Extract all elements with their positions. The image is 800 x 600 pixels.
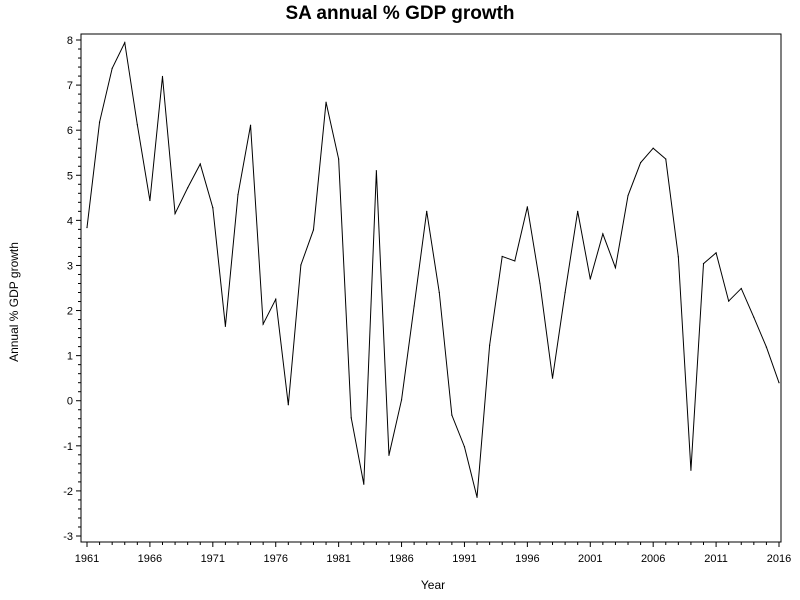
- y-axis-label: Annual % GDP growth: [7, 242, 21, 362]
- data-point: [476, 496, 478, 498]
- data-point: [275, 298, 277, 300]
- data-point: [413, 305, 415, 307]
- data-point: [778, 382, 780, 384]
- data-point: [665, 158, 667, 160]
- data-point: [86, 226, 88, 229]
- y-tick-label: 7: [67, 80, 73, 92]
- y-tick-label: 6: [67, 125, 73, 137]
- data-point: [501, 255, 503, 258]
- data-point: [224, 325, 226, 327]
- y-tick-label: 4: [67, 215, 73, 227]
- y-tick-label: 5: [67, 170, 73, 182]
- data-point: [652, 147, 654, 149]
- plot-frame: [80, 33, 782, 543]
- x-tick-label: 1966: [138, 553, 162, 565]
- data-point: [438, 291, 440, 294]
- data-point: [212, 207, 214, 209]
- y-tick-label: 2: [67, 306, 73, 318]
- data-point: [690, 469, 692, 471]
- data-point: [400, 399, 403, 401]
- data-point: [350, 417, 352, 419]
- y-tick-label: 1: [67, 351, 73, 363]
- data-point: [463, 446, 466, 448]
- data-point: [740, 287, 742, 290]
- data-point: [451, 414, 453, 416]
- data-point: [564, 291, 566, 294]
- data-point: [753, 316, 755, 318]
- data-point: [702, 263, 705, 265]
- data-point: [589, 278, 591, 280]
- y-tick-label: -1: [63, 441, 73, 453]
- data-point: [124, 42, 126, 44]
- data-point: [338, 158, 340, 160]
- data-point: [111, 67, 113, 70]
- data-point: [237, 194, 239, 196]
- data-point: [514, 260, 516, 262]
- x-axis-label: Year: [421, 578, 445, 592]
- data-point: [765, 346, 768, 348]
- y-tick-label: 3: [67, 260, 73, 272]
- data-point: [98, 121, 101, 123]
- data-point: [577, 210, 579, 212]
- x-tick-label: 2016: [767, 553, 791, 565]
- data-point: [149, 199, 151, 202]
- data-point: [199, 163, 201, 165]
- data-point: [363, 483, 365, 485]
- x-tick-label: 1981: [326, 553, 350, 565]
- y-tick-label: -3: [63, 531, 73, 543]
- data-point: [249, 124, 252, 126]
- x-tick-label: 1961: [75, 553, 99, 565]
- x-tick-label: 1976: [263, 553, 287, 565]
- y-axis: -3 -2 -1 0 1 2 3 4 5 6 7 8: [63, 35, 81, 543]
- data-point: [602, 233, 604, 235]
- x-tick-label: 2001: [578, 553, 602, 565]
- data-point: [489, 344, 491, 346]
- data-point: [539, 282, 541, 285]
- data-point: [388, 454, 390, 456]
- chart-title: SA annual % GDP growth: [285, 3, 514, 24]
- data-point: [161, 75, 164, 78]
- data-point: [375, 170, 377, 172]
- y-tick-label: 0: [67, 396, 73, 408]
- data-point: [677, 256, 679, 258]
- data-point: [551, 377, 554, 379]
- data-point: [187, 187, 189, 189]
- data-point: [728, 300, 730, 302]
- data-point: [262, 323, 264, 325]
- data-point: [426, 210, 428, 212]
- data-point: [715, 252, 717, 254]
- data-point: [627, 194, 629, 197]
- x-axis: 1961 1966 1971 1976 1981 1986 1991 1996 2001 2006…: [75, 542, 791, 565]
- x-tick-label: 2006: [641, 553, 665, 565]
- data-point: [325, 101, 327, 103]
- data-point: [526, 206, 528, 208]
- data-point: [614, 267, 617, 269]
- data-point: [300, 264, 302, 266]
- x-tick-label: 1971: [201, 553, 225, 565]
- data-point: [312, 229, 315, 231]
- data-point: [640, 162, 642, 164]
- series-line: [86, 41, 780, 498]
- data-point: [174, 213, 176, 215]
- y-tick-label: -2: [63, 486, 73, 498]
- series-layer: [86, 41, 780, 498]
- data-point: [136, 124, 138, 126]
- x-tick-label: 1996: [515, 553, 539, 565]
- x-tick-label: 1991: [452, 553, 476, 565]
- x-tick-label: 2011: [704, 553, 728, 565]
- y-tick-label: 8: [67, 35, 73, 47]
- data-point: [287, 404, 289, 406]
- x-tick-label: 1986: [389, 553, 413, 565]
